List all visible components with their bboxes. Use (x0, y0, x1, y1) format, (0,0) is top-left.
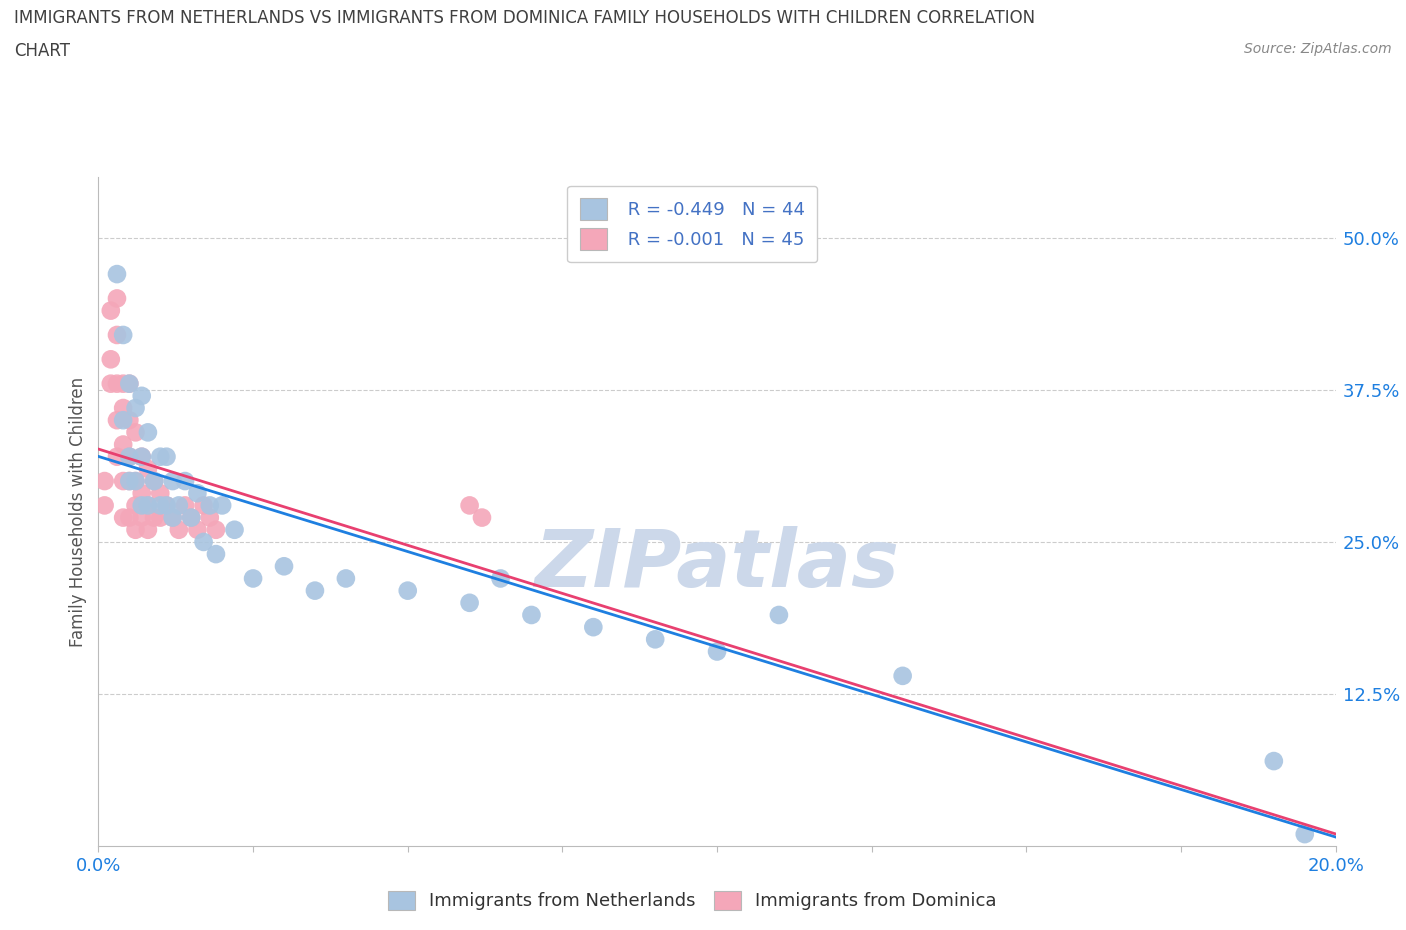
Point (458, 595, 481, 610)
Point (242, 571, 264, 586)
Point (105, 449, 128, 464)
Point (1294, 827, 1316, 842)
Point (131, 498, 153, 512)
Point (105, 267, 128, 282)
Point (155, 449, 177, 464)
Point (167, 523, 190, 538)
Point (335, 571, 357, 586)
Point (131, 449, 153, 464)
Y-axis label: Family Households with Children: Family Households with Children (69, 377, 87, 646)
Point (162, 511, 184, 525)
Point (304, 583, 326, 598)
Point (131, 485, 153, 500)
Point (124, 523, 146, 538)
Point (118, 377, 141, 392)
Point (93, 498, 115, 512)
Point (100, 377, 122, 392)
Point (149, 498, 172, 512)
Point (155, 498, 177, 512)
Point (582, 619, 605, 634)
Point (167, 498, 190, 512)
Point (155, 498, 177, 512)
Point (118, 449, 141, 464)
Point (471, 511, 494, 525)
Point (93, 473, 115, 488)
Point (520, 607, 543, 622)
Point (205, 547, 228, 562)
Point (136, 498, 159, 512)
Point (211, 498, 233, 512)
Point (186, 485, 208, 500)
Point (149, 449, 172, 464)
Point (193, 498, 215, 512)
Point (149, 485, 172, 500)
Point (143, 473, 166, 488)
Point (180, 511, 202, 525)
Point (193, 535, 215, 550)
Point (105, 291, 128, 306)
Point (118, 511, 141, 525)
Point (136, 425, 159, 440)
Point (644, 631, 666, 646)
Point (131, 449, 153, 464)
Point (118, 473, 141, 488)
Point (105, 377, 128, 392)
Point (124, 473, 146, 488)
Text: ZIPatlas: ZIPatlas (534, 526, 900, 605)
Point (124, 425, 146, 440)
Point (112, 401, 135, 416)
Point (118, 449, 141, 464)
Point (174, 473, 197, 488)
Point (118, 377, 141, 392)
Point (100, 303, 122, 318)
Point (149, 511, 172, 525)
Point (458, 498, 481, 512)
Point (124, 473, 146, 488)
Point (131, 511, 153, 525)
Point (143, 511, 166, 525)
Point (124, 401, 146, 416)
Text: IMMIGRANTS FROM NETHERLANDS VS IMMIGRANTS FROM DOMINICA FAMILY HOUSEHOLDS WITH C: IMMIGRANTS FROM NETHERLANDS VS IMMIGRANT… (14, 9, 1035, 27)
Point (131, 389, 153, 404)
Point (118, 413, 141, 428)
Point (768, 607, 790, 622)
Point (180, 511, 202, 525)
Point (1263, 753, 1285, 768)
Point (105, 413, 128, 428)
Point (143, 473, 166, 488)
Point (224, 523, 246, 538)
Point (174, 498, 197, 512)
Point (112, 473, 135, 488)
Point (112, 327, 135, 342)
Point (105, 327, 128, 342)
Point (100, 352, 122, 366)
Point (706, 644, 728, 659)
Point (124, 498, 146, 512)
Point (136, 498, 159, 512)
Point (198, 511, 221, 525)
Text: CHART: CHART (14, 42, 70, 60)
Point (162, 473, 184, 488)
Point (112, 437, 135, 452)
Point (112, 377, 135, 392)
Point (489, 571, 512, 586)
Legend: Immigrants from Netherlands, Immigrants from Dominica: Immigrants from Netherlands, Immigrants … (381, 884, 1004, 918)
Text: Source: ZipAtlas.com: Source: ZipAtlas.com (1244, 42, 1392, 56)
Point (891, 669, 914, 684)
Point (112, 511, 135, 525)
Point (198, 498, 221, 512)
Point (118, 473, 141, 488)
Point (396, 583, 419, 598)
Point (205, 523, 228, 538)
Point (162, 511, 184, 525)
Point (112, 413, 135, 428)
Point (136, 523, 159, 538)
Point (273, 559, 295, 574)
Point (186, 523, 208, 538)
Point (136, 461, 159, 476)
